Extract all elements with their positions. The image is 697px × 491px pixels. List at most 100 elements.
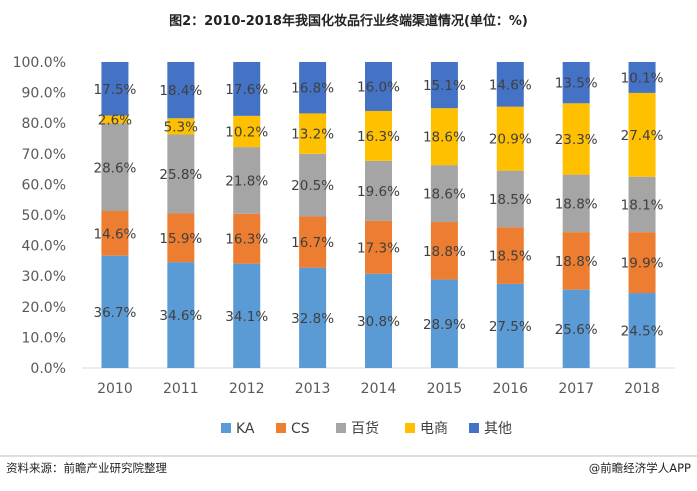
bar-segment xyxy=(233,263,261,368)
y-tick-label: 0.0% xyxy=(30,361,66,377)
bar-segment xyxy=(233,115,261,148)
bar-data-label: 25.6% xyxy=(555,322,598,338)
bar-segment xyxy=(496,106,524,171)
bar-segment xyxy=(167,213,195,263)
bar-data-label: 32.8% xyxy=(291,311,334,327)
legend-label: 电商 xyxy=(420,421,448,437)
bar-data-label: 18.5% xyxy=(489,192,532,208)
bar-segment xyxy=(365,273,392,368)
x-tick-label: 2013 xyxy=(295,381,331,397)
bar-segment xyxy=(430,108,458,166)
bar-data-label: 34.6% xyxy=(159,308,202,324)
bar-data-label: 14.6% xyxy=(489,77,532,93)
legend: KA CS 百货 电商 其他 xyxy=(221,420,512,437)
bar-data-label: 10.1% xyxy=(621,70,664,86)
bar-segment xyxy=(496,170,524,228)
bar-segment xyxy=(101,115,129,124)
bar-data-label: 16.8% xyxy=(291,81,334,97)
bar-segment xyxy=(496,62,524,107)
bar-data-label: 18.5% xyxy=(489,249,532,265)
bar-segment xyxy=(430,62,458,109)
bar-data-label: 20.9% xyxy=(489,132,532,148)
bar-segment xyxy=(628,176,656,233)
bar-data-label: 17.3% xyxy=(357,240,400,256)
legend-swatch xyxy=(276,423,286,433)
legend-label: CS xyxy=(291,421,310,437)
y-axis-ticks: 0.0% 10.0% 20.0% 30.0% 40.0% 50.0% 60.0% 70.0% 8… xyxy=(13,55,66,377)
y-tick-label: 70.0% xyxy=(22,147,66,163)
y-tick-label: 20.0% xyxy=(22,300,66,316)
bar-data-label: 15.1% xyxy=(423,78,466,94)
y-tick-label: 80.0% xyxy=(22,116,66,132)
credit-note: @前瞻经济学人APP xyxy=(589,461,691,475)
bar-data-label: 18.6% xyxy=(423,130,466,146)
y-tick-label: 10.0% xyxy=(22,330,66,346)
legend-label: 其他 xyxy=(484,421,512,437)
bar-segment xyxy=(365,62,392,111)
bar-data-label: 30.8% xyxy=(357,314,400,330)
chart-title: 图2：2010-2018年我国化妆品行业终端渠道情况(单位：%) xyxy=(169,13,528,29)
bar-data-label: 17.5% xyxy=(93,82,136,98)
bar-data-label: 28.9% xyxy=(423,317,466,333)
bar-data-label: 16.3% xyxy=(357,129,400,145)
bar-segment xyxy=(562,289,590,368)
bar-data-label: 19.9% xyxy=(621,256,664,272)
y-tick-label: 50.0% xyxy=(22,208,66,224)
bar-labels: 36.7% 14.6% 28.6% 2.6% 17.5% 34.6% 15.9% 25.8% 5… xyxy=(93,70,663,339)
y-tick-label: 90.0% xyxy=(22,86,66,102)
bar-data-label: 21.8% xyxy=(225,173,268,189)
bar-data-label: 18.8% xyxy=(555,254,598,270)
bar-data-label: 13.2% xyxy=(291,127,334,143)
x-tick-label: 2012 xyxy=(229,381,265,397)
bars xyxy=(101,62,656,368)
bar-data-label: 10.2% xyxy=(225,124,268,140)
bar-data-label: 27.5% xyxy=(489,319,532,335)
x-tick-label: 2010 xyxy=(97,381,133,397)
bar-segment xyxy=(562,62,590,104)
bar-data-label: 18.1% xyxy=(621,197,664,213)
bar-segment xyxy=(365,220,392,274)
bar-segment xyxy=(562,103,590,175)
bar-data-label: 17.6% xyxy=(225,82,268,98)
bar-segment xyxy=(628,232,656,294)
bar-data-label: 18.6% xyxy=(423,187,466,203)
bar-segment xyxy=(101,62,129,116)
source-note: 资料来源：前瞻产业研究院整理 xyxy=(6,461,167,475)
bar-segment xyxy=(430,165,458,223)
x-tick-label: 2011 xyxy=(163,381,199,397)
x-axis-ticks: 2010 2011 2012 2013 2014 2015 2016 2017 2018 xyxy=(97,381,660,397)
bar-data-label: 20.5% xyxy=(291,178,334,194)
bar-data-label: 19.6% xyxy=(357,184,400,200)
legend-label: 百货 xyxy=(351,420,379,437)
x-tick-label: 2018 xyxy=(624,381,660,397)
bar-data-label: 18.4% xyxy=(159,83,202,99)
y-tick-label: 100.0% xyxy=(13,55,66,71)
bar-segment xyxy=(233,213,261,264)
bar-data-label: 15.9% xyxy=(159,231,202,247)
bar-data-label: 23.3% xyxy=(555,132,598,148)
bar-segment xyxy=(496,283,524,368)
bar-data-label: 16.0% xyxy=(357,79,400,95)
bar-data-label: 18.8% xyxy=(423,244,466,260)
bar-segment xyxy=(101,123,129,212)
x-tick-label: 2015 xyxy=(427,381,463,397)
bar-segment xyxy=(167,262,195,368)
x-tick-label: 2014 xyxy=(361,381,397,397)
bar-segment xyxy=(562,232,590,290)
legend-swatch xyxy=(469,423,479,433)
bar-segment xyxy=(628,92,656,177)
legend-swatch xyxy=(405,423,415,433)
bar-segment xyxy=(299,113,327,154)
bar-segment xyxy=(628,62,656,93)
bar-data-label: 16.7% xyxy=(291,235,334,251)
x-tick-label: 2016 xyxy=(492,381,528,397)
bar-data-label: 27.4% xyxy=(621,128,664,144)
bar-segment xyxy=(299,267,327,368)
bar-segment xyxy=(233,147,261,214)
bar-segment xyxy=(299,62,327,114)
bar-segment xyxy=(167,118,195,135)
bar-segment xyxy=(233,62,261,116)
bar-data-label: 36.7% xyxy=(93,305,136,321)
legend-swatch xyxy=(336,423,346,433)
